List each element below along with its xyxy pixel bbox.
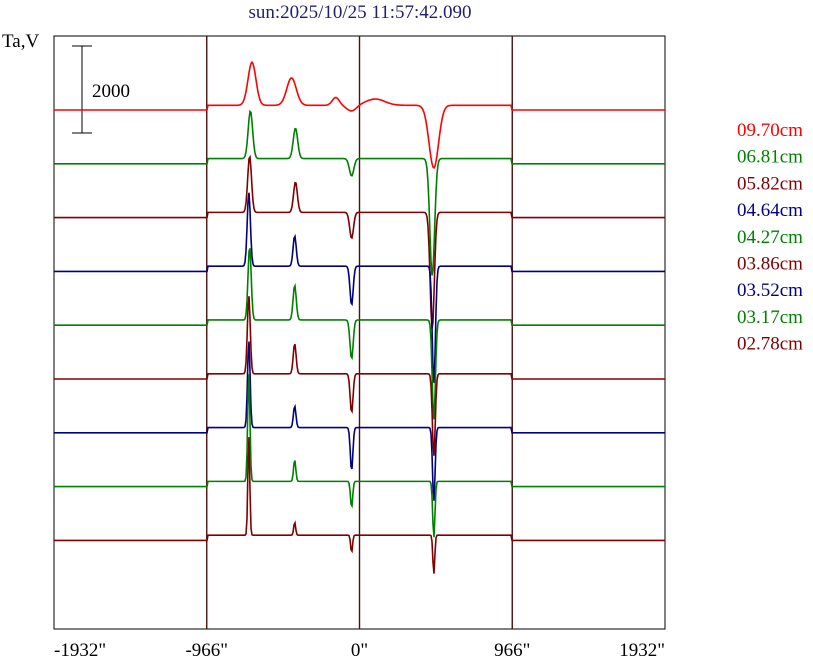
- scale-bar: 2000: [72, 45, 130, 134]
- legend-item: 05.82cm: [737, 173, 803, 194]
- vertical-gridlines: [206, 36, 513, 629]
- legend-item: 02.78cm: [737, 334, 803, 355]
- series-line-04.27cm: [54, 248, 665, 420]
- series-group: [54, 60, 665, 574]
- series-line-03.86cm: [54, 296, 665, 456]
- x-tick-label: 966": [494, 640, 530, 661]
- series-line-03.17cm: [54, 374, 665, 538]
- chart-title: sun:2025/10/25 11:57:42.090: [248, 2, 472, 23]
- x-tick-label: 1932": [619, 640, 665, 661]
- x-tick-label: 0": [351, 640, 368, 661]
- legend-item: 09.70cm: [737, 120, 803, 141]
- series-line-03.52cm: [54, 341, 665, 501]
- series-line-09.70cm: [54, 60, 665, 170]
- scale-bar-label: 2000: [92, 81, 130, 102]
- x-tick-label: -966": [185, 640, 228, 661]
- series-line-04.64cm: [54, 192, 665, 383]
- y-axis-label: Ta,V: [2, 31, 39, 52]
- x-tick-label: -1932": [54, 640, 106, 661]
- series-line-05.82cm: [54, 154, 665, 330]
- legend: 09.70cm 06.81cm 05.82cm 04.64cm 04.27cm 03.86…: [737, 120, 803, 355]
- legend-item: 04.64cm: [737, 200, 803, 221]
- legend-item: 03.52cm: [737, 280, 803, 301]
- legend-item: 03.17cm: [737, 307, 803, 328]
- x-axis-ticks: -1932" -966" 0" 966" 1932": [54, 640, 665, 661]
- series-line-06.81cm: [54, 109, 665, 276]
- legend-item: 06.81cm: [737, 147, 803, 168]
- series-line-02.78cm: [54, 437, 665, 574]
- legend-item: 03.86cm: [737, 254, 803, 275]
- legend-item: 04.27cm: [737, 227, 803, 248]
